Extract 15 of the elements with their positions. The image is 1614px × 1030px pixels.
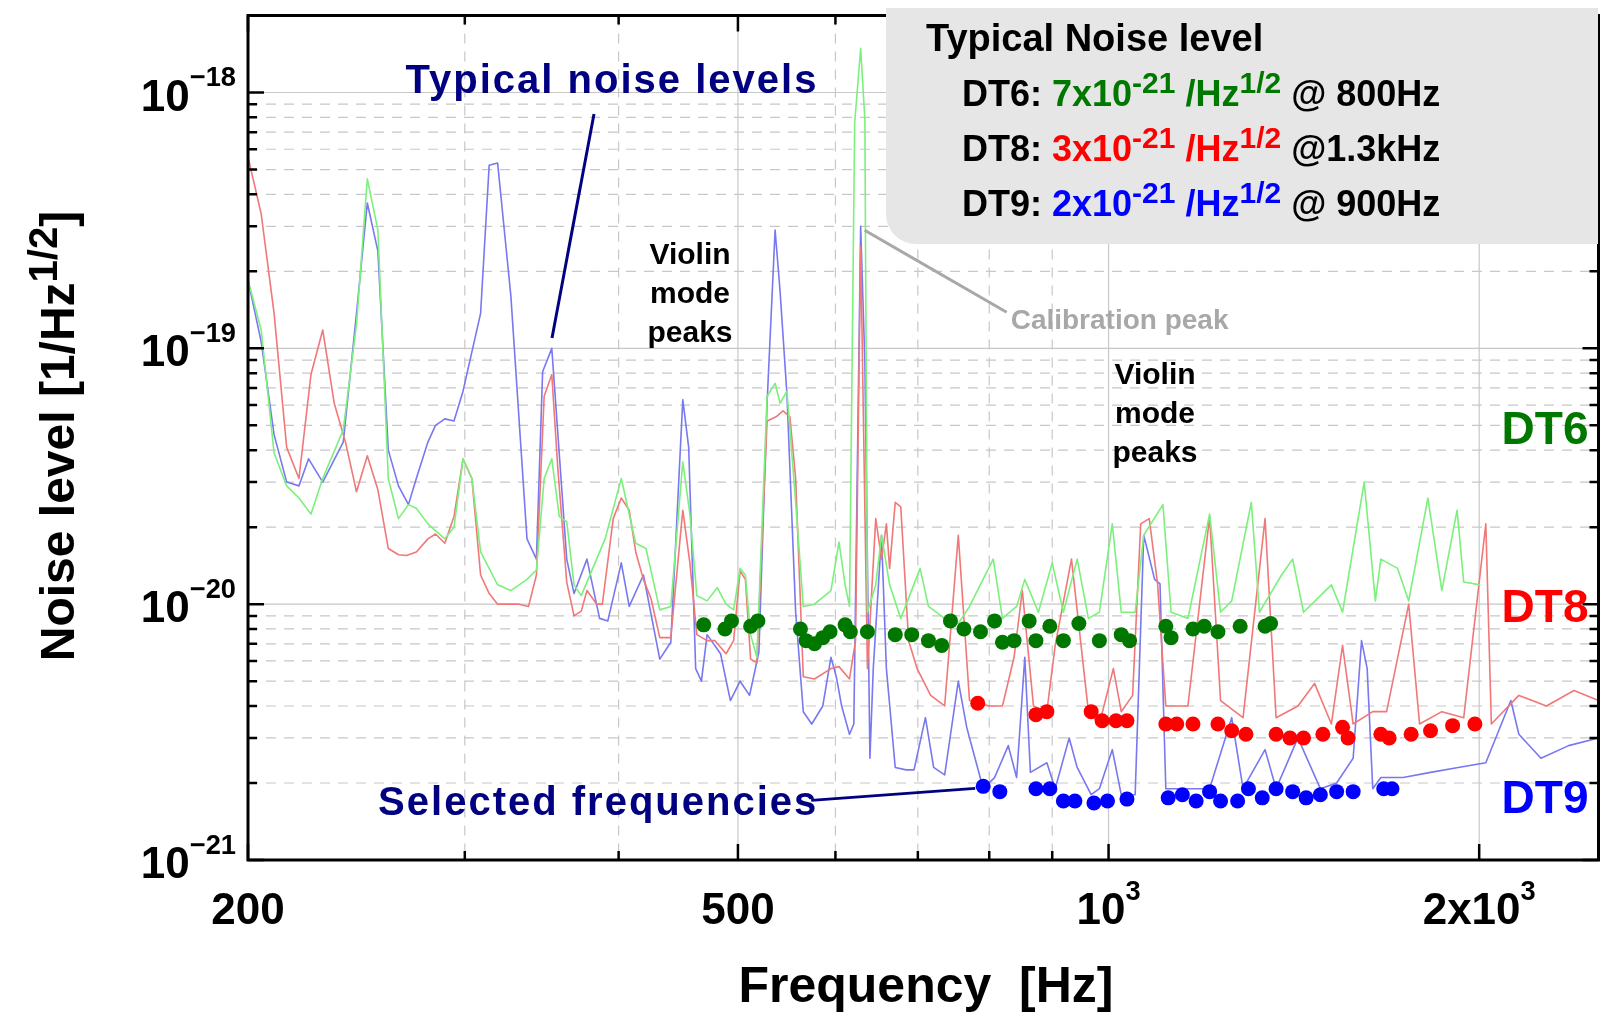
annotation: Selected frequencies bbox=[378, 779, 819, 824]
annotation: DT9: 2x10$^{-21}$ /Hz$^{1/2}$ @ 900Hz bbox=[962, 175, 1441, 224]
text: DT9 bbox=[1501, 771, 1589, 824]
x-axis-title: Frequency [Hz] bbox=[737, 956, 1115, 1014]
series-label: DT8 bbox=[1501, 580, 1589, 633]
annotation: DT8: 3x10$^{-21}$ /Hz$^{1/2}$ @1.3kHz bbox=[962, 121, 1441, 170]
annotation: Violin mode peaks bbox=[1112, 357, 1198, 469]
annotation: Violin mode peaks bbox=[647, 237, 733, 349]
annotation: Typical noise levels bbox=[405, 57, 819, 102]
x-tick-label: 500 bbox=[701, 884, 775, 934]
annotation: Calibration peak bbox=[1010, 304, 1229, 335]
x-tick-label: 200 bbox=[211, 884, 285, 934]
annotation: DT6: 7x10$^{-21}$ /Hz$^{1/2}$ @ 800Hz bbox=[962, 66, 1441, 115]
text: DT6 bbox=[1501, 402, 1589, 455]
annotation: Typical Noise level bbox=[926, 17, 1264, 59]
